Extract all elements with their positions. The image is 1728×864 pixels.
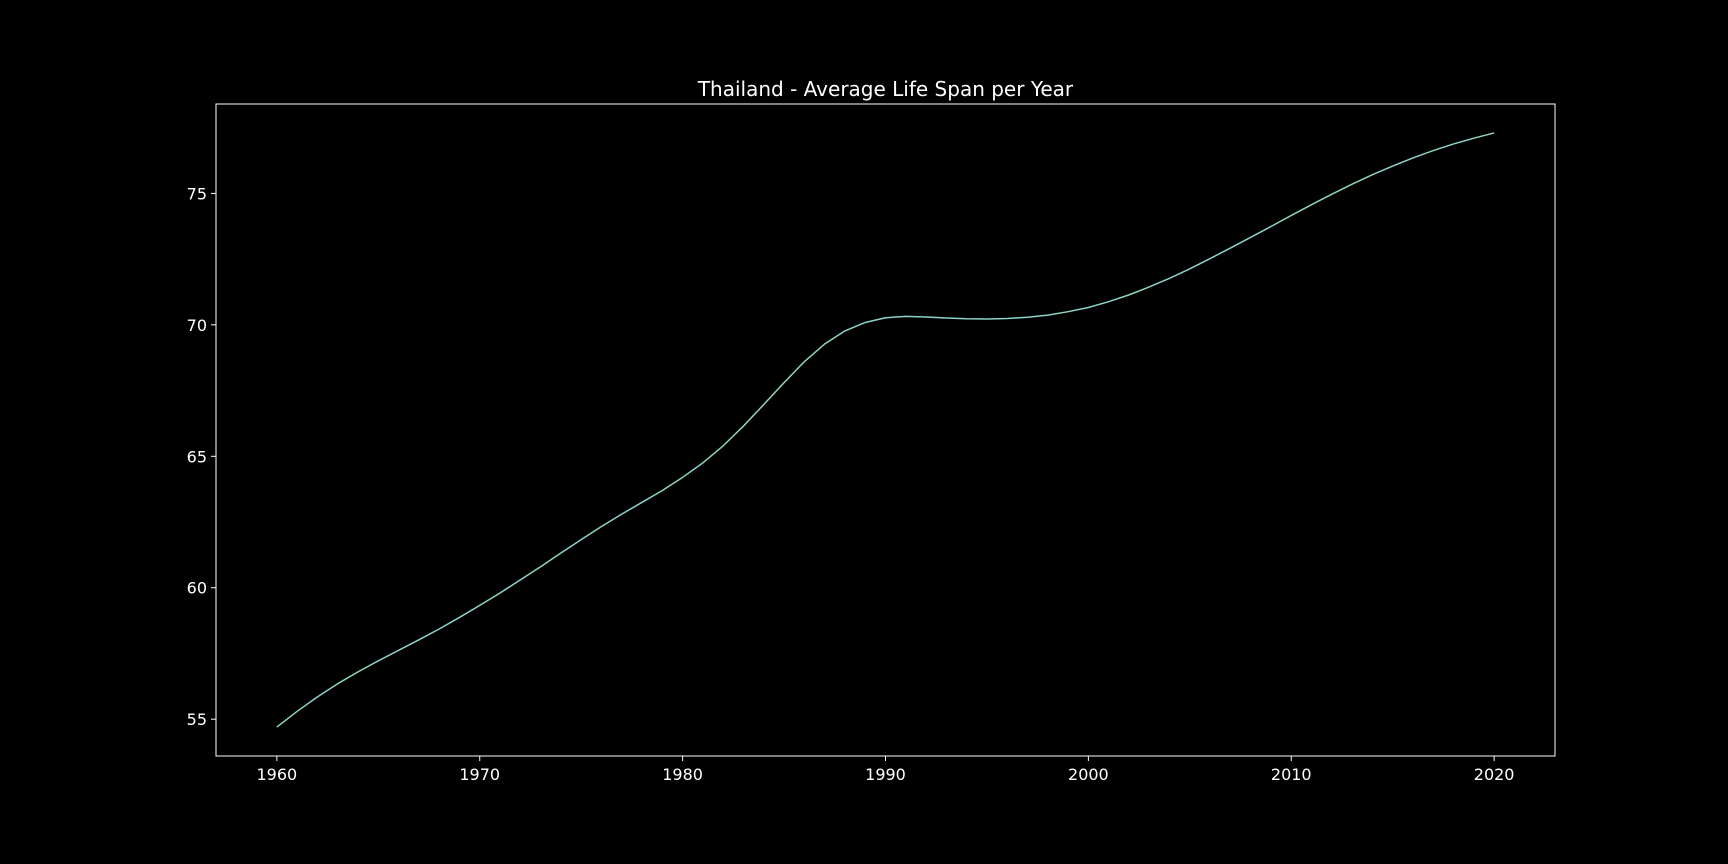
x-tick-label: 2020	[1474, 765, 1515, 784]
x-tick-label: 2000	[1068, 765, 1109, 784]
y-tick-label: 70	[187, 316, 207, 335]
x-tick-label: 1960	[257, 765, 298, 784]
series-line	[276, 132, 1495, 728]
x-tick-label: 2010	[1271, 765, 1312, 784]
y-tick-label: 60	[187, 579, 207, 598]
x-tick-label: 1990	[865, 765, 906, 784]
y-axis: 55 60 65 70 75	[187, 184, 216, 729]
axes-frame	[215, 103, 1556, 757]
y-tick-label: 55	[187, 710, 207, 729]
y-tick-label: 75	[187, 184, 207, 203]
chart-title: Thailand - Average Life Span per Year	[697, 77, 1074, 101]
x-tick-label: 1980	[662, 765, 703, 784]
x-tick-label: 1970	[459, 765, 500, 784]
x-axis: 1960 1970 1980 1990 2000 2010 2020	[257, 756, 1515, 784]
y-tick-label: 65	[187, 447, 207, 466]
